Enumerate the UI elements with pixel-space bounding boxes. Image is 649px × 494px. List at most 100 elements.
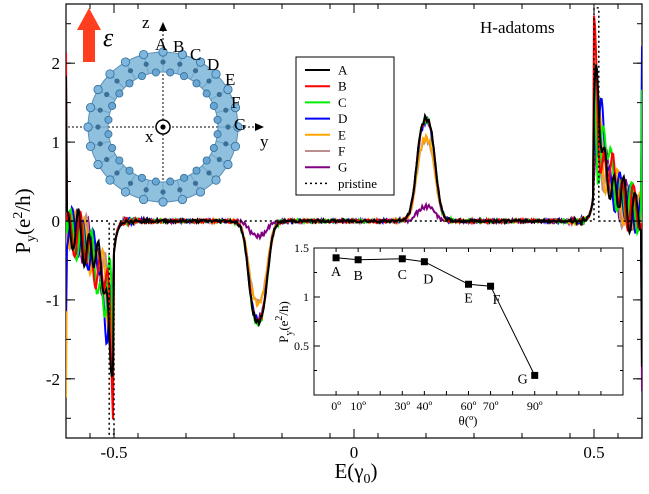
main-ticks-layer: -0.5 0 0.5 -2 -1 0 1 2 [46, 4, 642, 462]
nanotube-atom [105, 69, 115, 79]
inset-point-label-A: A [331, 265, 342, 280]
nanotube-atom-dark [97, 141, 103, 147]
inset-x-tick-label: 10º [350, 399, 366, 413]
nanotube-atom [195, 187, 206, 197]
legend-label-F: F [338, 144, 345, 159]
nanotube-atom [108, 144, 117, 153]
nanotube-atom [233, 122, 243, 132]
inset-point-label-D: D [423, 273, 433, 288]
nanotube-atom [125, 166, 134, 175]
nanotube-atom [202, 89, 211, 98]
x-tick-label: -0.5 [101, 443, 128, 462]
nanotube-atom [209, 144, 218, 153]
legend-label-A: A [338, 63, 348, 78]
inset-y-tick-label: 1.5 [294, 241, 309, 255]
nanotube-atom-dark [104, 91, 110, 98]
nanotube-atom [104, 115, 113, 124]
x-tick-label: 0 [350, 443, 359, 462]
nanotube-atom [211, 175, 221, 185]
z-axis-label: z [142, 13, 150, 32]
nanotube-atom-dark [97, 107, 103, 113]
site-label-A: A [155, 35, 168, 54]
nanotube-atom [158, 47, 168, 57]
inset-x-tick-label: 30º [394, 399, 410, 413]
inset-point-label-G: G [518, 372, 528, 387]
y-tick-label: 0 [52, 212, 61, 231]
inset-y-tick-label: 1 [303, 290, 309, 304]
y-tick-label: -1 [46, 291, 60, 310]
nanotube-atom [137, 72, 146, 81]
legend-box [295, 56, 395, 196]
legend-label-D: D [338, 111, 347, 126]
y-axis-label-inset: y [260, 132, 269, 151]
inset-y-axis-label: Py(e2/h) [274, 301, 295, 343]
z-axis-arrowhead [159, 22, 167, 31]
nanotube-atom [209, 101, 218, 110]
nanotube-atom-dark [177, 61, 183, 67]
x-axis-out-of-page-dot [160, 124, 166, 130]
nanotube-atom [85, 141, 96, 152]
nanotube-atom-dark [192, 68, 199, 74]
site-label-C: C [190, 45, 201, 64]
nanotube-atom-dark [95, 124, 101, 130]
nanotube-atom [93, 159, 103, 170]
nanotube-atom [166, 177, 175, 186]
nanotube-atom [230, 102, 241, 113]
nanotube-atom-dark [104, 156, 110, 163]
nanotube-atom [202, 156, 211, 165]
inset-point-B [354, 256, 362, 264]
inset-point-F [487, 282, 495, 290]
nanotube-atom [213, 115, 222, 124]
electric-field-arrow [77, 8, 101, 62]
nanotube-atom [85, 102, 96, 113]
inset-x-tick-label: 60º [461, 399, 477, 413]
nanotube-atom-dark [143, 61, 149, 67]
nanotube-atom [166, 68, 175, 77]
inset-y-tick-label: 0.5 [294, 339, 309, 353]
y-axis-arrowhead [255, 123, 264, 131]
nanotube-atom-dark [143, 187, 149, 193]
nanotube-atom-dark [223, 141, 229, 147]
y-tick-label: 1 [52, 133, 61, 152]
legend-label-B: B [338, 79, 347, 94]
nanotube-atom [195, 57, 206, 67]
nanotube-atom [138, 194, 149, 205]
nanotube-atom [115, 156, 124, 165]
inset-x-tick-label: 70º [483, 399, 499, 413]
nanotube-atom-dark [216, 156, 222, 163]
nanotube-atom-dark [225, 124, 231, 130]
nanotube-atom [83, 122, 93, 132]
x-tick-label: 0.5 [583, 443, 604, 462]
inset-point-label-C: C [398, 268, 407, 283]
nanotube-atom [180, 72, 189, 81]
inset-point-label-E: E [464, 291, 473, 306]
site-label-G: G [234, 115, 246, 134]
nanotube-atom [137, 173, 146, 182]
nanotube-atom [138, 49, 149, 60]
nanotube-atom-dark [114, 170, 120, 176]
nanotube-atom [192, 166, 201, 175]
inset-plot-frame [313, 247, 624, 396]
main-series-layer [66, 7, 642, 435]
nanotube-atom [115, 89, 124, 98]
inset-point-label-F: F [493, 293, 501, 308]
nanotube-atom [192, 79, 201, 88]
nanotube-atom-dark [160, 59, 166, 65]
nanotube-atom-dark [216, 91, 222, 98]
inset-x-axis-label: θ(º) [459, 413, 478, 428]
nanotube-atom-dark [192, 180, 199, 186]
nanotube-atom-dark [177, 187, 183, 193]
nanotube-atom-dark [206, 78, 212, 84]
site-label-F: F [231, 93, 240, 112]
nanotube-atom [108, 101, 117, 110]
nanotube-atom [104, 130, 113, 139]
legend-label-C: C [338, 95, 347, 110]
y-tick-label: -2 [46, 370, 60, 389]
legend-label-E: E [338, 127, 346, 142]
nanotube-atom [120, 57, 131, 67]
inset-point-label-B: B [353, 269, 362, 284]
nanotube-atom [151, 68, 160, 77]
inset-point-A [332, 254, 340, 262]
